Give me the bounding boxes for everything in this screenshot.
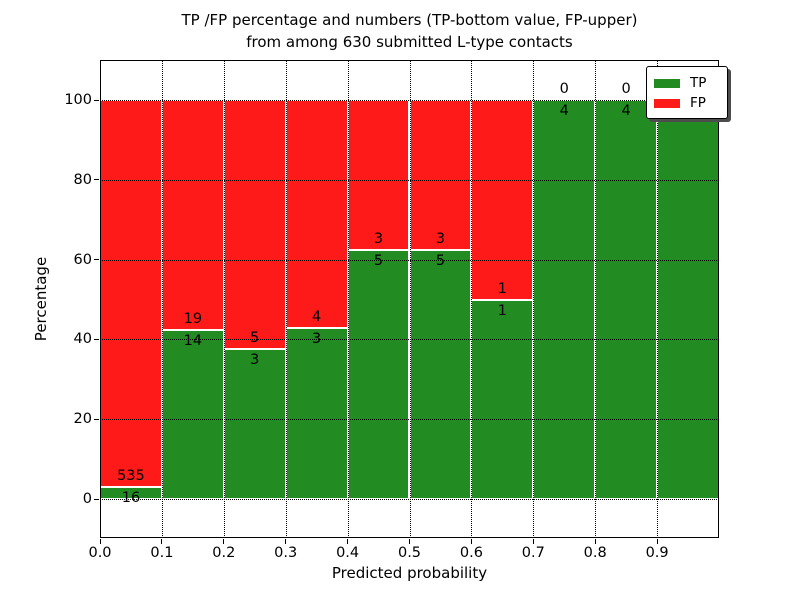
bar-segment-fp xyxy=(471,100,534,300)
y-axis-label: Percentage xyxy=(32,256,50,342)
x-tick-mark xyxy=(470,539,472,544)
fp-count-label: 3 xyxy=(373,230,384,247)
fp-legend-swatch-icon xyxy=(654,98,680,108)
legend-item-label: FP xyxy=(690,95,706,111)
vertical-gridline xyxy=(285,60,287,538)
y-tick-label: 80 xyxy=(73,171,92,188)
vertical-gridline xyxy=(347,60,349,538)
x-tick-mark xyxy=(223,539,225,544)
tp-count-label: 4 xyxy=(559,103,569,119)
bar-segment-fp xyxy=(100,100,162,488)
x-tick-label: 0.1 xyxy=(150,545,174,561)
fp-count-label: 535 xyxy=(117,468,145,485)
y-tick-mark xyxy=(94,179,99,181)
y-tick-label: 0 xyxy=(82,491,92,507)
vertical-gridline xyxy=(595,60,597,538)
vertical-gridline xyxy=(223,60,225,538)
tp-count-label: 3 xyxy=(312,331,322,347)
chart-title-line2: from among 630 submitted L-type contacts xyxy=(246,33,573,51)
y-tick-mark xyxy=(94,498,99,500)
fp-count-label: 19 xyxy=(183,310,203,327)
bar-segment-fp xyxy=(409,100,472,250)
legend-item-label: TP xyxy=(690,75,707,91)
bar-segment-tp xyxy=(657,100,719,499)
bar-segment-tp xyxy=(347,249,410,499)
legend: TP FP xyxy=(646,66,728,119)
bar-segment-fp xyxy=(285,100,348,328)
x-axis-label: Predicted probability xyxy=(331,564,488,582)
bar-segment-fp xyxy=(347,100,410,250)
fp-count-label: 1 xyxy=(497,280,507,297)
x-tick-mark xyxy=(656,539,658,544)
x-tick-label: 0.8 xyxy=(583,545,607,561)
fp-count-label: 0 xyxy=(559,81,569,97)
bar-segment-tp xyxy=(409,249,472,499)
vertical-gridline xyxy=(533,60,535,538)
bar-segment-tp xyxy=(161,329,224,499)
y-tick-mark xyxy=(94,99,99,101)
x-tick-mark xyxy=(99,539,101,544)
x-tick-label: 0.7 xyxy=(521,545,545,561)
x-tick-mark xyxy=(409,539,410,544)
tp-count-label: 14 xyxy=(183,332,203,349)
x-tick-label: 0.5 xyxy=(397,545,422,561)
y-tick-label: 20 xyxy=(73,411,92,428)
bar-segment-tp xyxy=(533,100,596,499)
x-tick-mark xyxy=(594,539,596,544)
tp-count-label: 3 xyxy=(250,352,260,369)
x-tick-mark xyxy=(532,539,534,544)
bar-segment-tp xyxy=(223,349,286,499)
y-tick-label: 100 xyxy=(64,92,92,108)
x-tick-label: 0.4 xyxy=(336,545,360,561)
fp-count-label: 0 xyxy=(621,81,631,97)
tp-count-label: 4 xyxy=(621,103,631,119)
legend-item: TP xyxy=(654,73,720,93)
vertical-gridline xyxy=(409,60,411,538)
x-tick-mark xyxy=(161,539,163,544)
tp-count-label: 5 xyxy=(435,252,446,269)
bar-segment-fp xyxy=(161,100,224,330)
x-tick-label: 0.6 xyxy=(459,545,483,561)
bar-segment-tp xyxy=(471,299,534,499)
x-tick-label: 0.2 xyxy=(212,545,236,561)
chart-title-line1: TP /FP percentage and numbers (TP-bottom… xyxy=(181,11,638,29)
vertical-gridline xyxy=(657,60,659,538)
bar-segment-tp xyxy=(285,328,348,499)
fp-count-label: 4 xyxy=(312,309,322,325)
x-tick-label: 0.0 xyxy=(88,545,112,561)
y-tick-mark xyxy=(94,418,99,420)
bar-segment-tp xyxy=(595,100,658,499)
x-tick-label: 0.9 xyxy=(645,545,669,561)
tp-count-label: 16 xyxy=(121,490,141,507)
chart-title: TP /FP percentage and numbers (TP-bottom… xyxy=(100,9,719,53)
x-tick-mark xyxy=(347,539,349,544)
tp-count-label: 5 xyxy=(373,252,384,269)
vertical-gridline xyxy=(161,60,163,538)
y-tick-label: 60 xyxy=(73,251,92,268)
x-tick-mark xyxy=(285,539,287,544)
tp-count-label: 1 xyxy=(497,302,507,319)
y-tick-mark xyxy=(94,259,99,261)
x-tick-label: 0.3 xyxy=(274,545,298,561)
fp-count-label: 5 xyxy=(250,330,260,347)
vertical-gridline xyxy=(471,60,473,538)
legend-item: FP xyxy=(654,93,720,113)
fp-count-label: 3 xyxy=(435,230,446,247)
y-tick-label: 40 xyxy=(73,331,92,348)
tp-legend-swatch-icon xyxy=(654,78,680,88)
y-tick-mark xyxy=(94,338,99,340)
bar-segment-fp xyxy=(223,100,286,350)
